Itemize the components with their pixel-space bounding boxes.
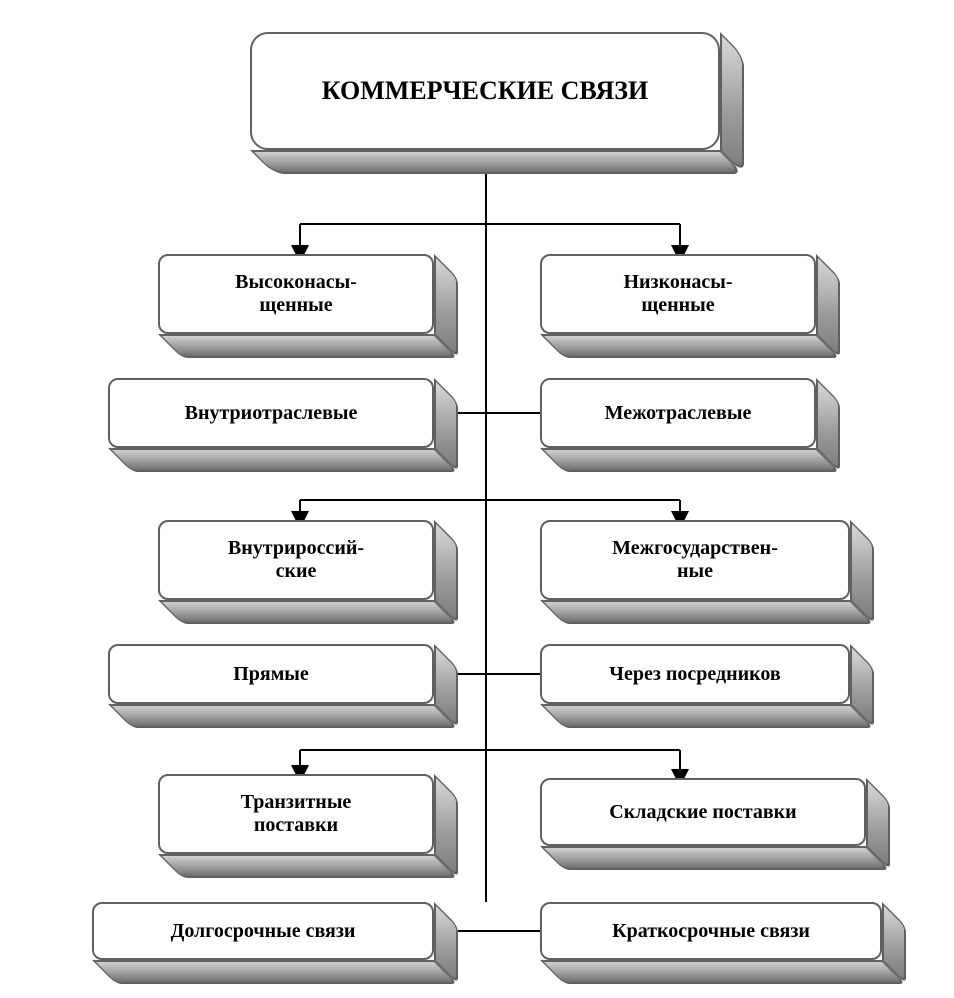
- node-r5_left: Транзитные поставки: [158, 774, 458, 878]
- node-label: Краткосрочные связи: [540, 902, 882, 960]
- node-label: Через посредников: [540, 644, 850, 704]
- node-label: Внутриотраслевые: [108, 378, 434, 448]
- node-label: КОММЕРЧЕСКИЕ СВЯЗИ: [250, 32, 720, 150]
- node-r2_right: Межотраслевые: [540, 378, 840, 472]
- node-r6_left: Долгосрочные связи: [92, 902, 458, 984]
- node-label: Низконасы- щенные: [540, 254, 816, 334]
- diagram-canvas: КОММЕРЧЕСКИЕ СВЯЗИ Высоконасы- щенные Низк…: [0, 0, 954, 998]
- node-label: Транзитные поставки: [158, 774, 434, 854]
- node-label: Складские поставки: [540, 778, 866, 846]
- node-r2_left: Внутриотраслевые: [108, 378, 458, 472]
- node-r4_left: Прямые: [108, 644, 458, 728]
- node-root: КОММЕРЧЕСКИЕ СВЯЗИ: [250, 32, 744, 174]
- node-r1_left: Высоконасы- щенные: [158, 254, 458, 358]
- node-label: Долгосрочные связи: [92, 902, 434, 960]
- node-label: Межотраслевые: [540, 378, 816, 448]
- node-r3_left: Внутрироссий- ские: [158, 520, 458, 624]
- node-r6_right: Краткосрочные связи: [540, 902, 906, 984]
- node-label: Внутрироссий- ские: [158, 520, 434, 600]
- node-r3_right: Межгосударствен- ные: [540, 520, 874, 624]
- node-label: Прямые: [108, 644, 434, 704]
- node-label: Межгосударствен- ные: [540, 520, 850, 600]
- node-label: Высоконасы- щенные: [158, 254, 434, 334]
- node-r5_right: Складские поставки: [540, 778, 890, 870]
- node-r4_right: Через посредников: [540, 644, 874, 728]
- node-r1_right: Низконасы- щенные: [540, 254, 840, 358]
